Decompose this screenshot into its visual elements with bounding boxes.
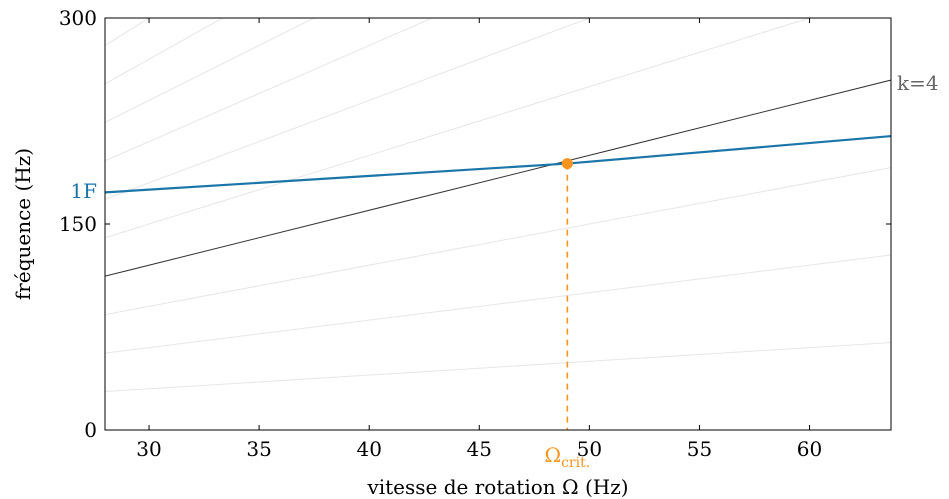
harmonic-line-k9	[105, 18, 224, 85]
x-axis-label: vitesse de rotation Ω (Hz)	[366, 475, 628, 499]
plot-frame	[104, 17, 892, 431]
x-axis-ticks: 30 35 40 45 50 55 60	[136, 18, 822, 461]
harmonic-line-k1	[105, 342, 891, 393]
critical-speed-subscript: crit.	[561, 455, 590, 471]
harmonic-line-k11	[105, 0, 891, 7]
critical-speed-label: Ωcrit.	[545, 443, 591, 471]
harmonic-line-k4	[105, 79, 891, 277]
y-axis-label: fréquence (Hz)	[11, 148, 35, 300]
y-tick-label: 150	[59, 212, 97, 236]
harmonic-line-k8	[105, 18, 316, 123]
harmonic-lines	[105, 0, 891, 393]
x-tick-label: 50	[577, 437, 602, 461]
x-tick-label: 30	[136, 437, 161, 461]
x-tick-label: 45	[467, 437, 492, 461]
harmonic-line-k7	[105, 18, 434, 162]
harmonic-line-k5	[105, 18, 812, 239]
y-tick-label: 300	[59, 6, 97, 30]
series-line-1f	[105, 135, 891, 194]
x-tick-label: 40	[356, 437, 381, 461]
y-tick-label: 0	[84, 418, 97, 442]
harmonic-line-k3	[105, 167, 891, 316]
x-tick-label: 60	[797, 437, 822, 461]
critical-point	[561, 158, 573, 170]
x-tick-label: 55	[687, 437, 712, 461]
harmonic-line-k6	[105, 18, 591, 200]
critical-speed-symbol: Ω	[545, 443, 562, 467]
x-tick-label: 35	[246, 437, 271, 461]
harmonic-line-k2	[105, 254, 891, 354]
harmonic-line-k10	[105, 18, 150, 46]
y-axis-ticks: 0 150 300	[59, 6, 891, 442]
series-label-1f: 1F	[70, 179, 97, 203]
series-group	[105, 135, 891, 194]
harmonic-label-k4: k=4	[897, 71, 939, 95]
